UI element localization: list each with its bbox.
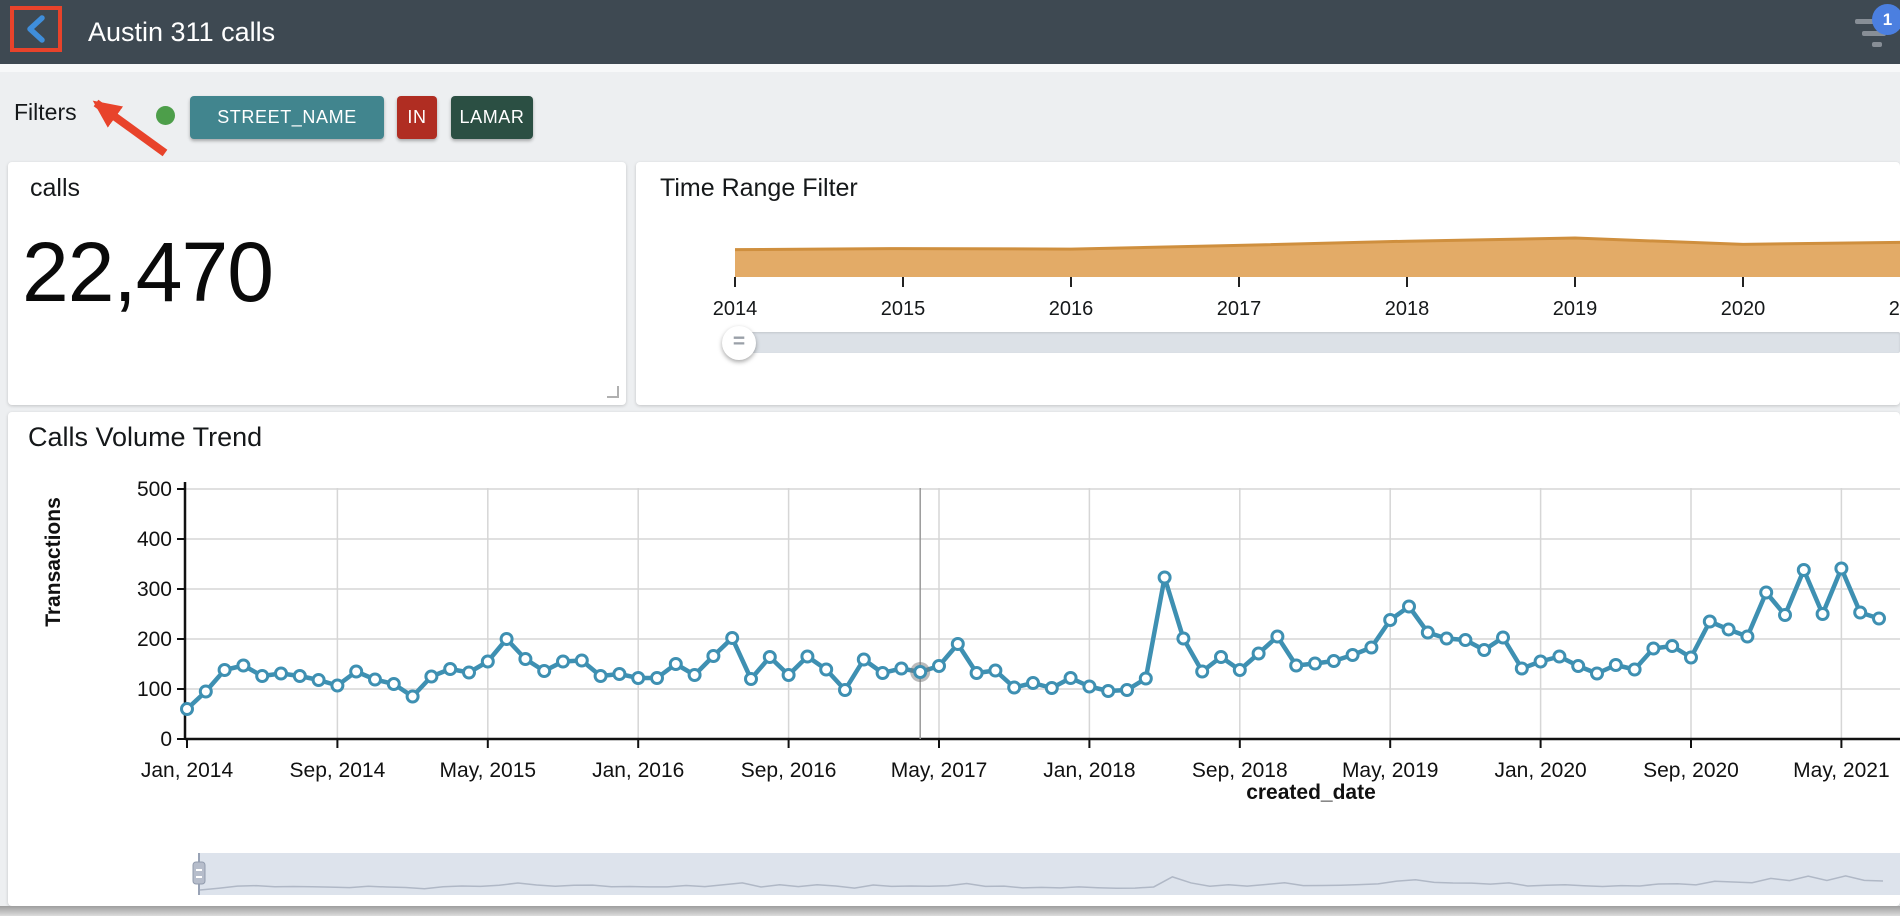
svg-text:Jan, 2016: Jan, 2016 xyxy=(592,759,684,782)
svg-text:400: 400 xyxy=(137,528,172,551)
svg-text:May, 2017: May, 2017 xyxy=(891,759,988,782)
svg-text:200: 200 xyxy=(137,628,172,651)
filter-lines-icon xyxy=(1872,42,1882,47)
svg-text:2014: 2014 xyxy=(713,298,758,320)
svg-text:Jan, 2018: Jan, 2018 xyxy=(1043,759,1135,782)
filters-label: Filters xyxy=(14,99,77,125)
calls-metric-card: calls 22,470 xyxy=(8,162,626,405)
svg-text:2018: 2018 xyxy=(1385,298,1430,320)
resize-handle-icon[interactable] xyxy=(607,386,619,398)
svg-text:2015: 2015 xyxy=(881,298,926,320)
time-range-slider-handle[interactable]: = xyxy=(722,326,756,360)
svg-text:May, 2019: May, 2019 xyxy=(1342,759,1439,782)
time-area-series xyxy=(735,238,1900,277)
svg-text:300: 300 xyxy=(137,578,172,601)
x-axis-title: created_date xyxy=(1246,781,1376,804)
filter-chip-value[interactable]: LAMAR xyxy=(451,96,533,139)
svg-text:100: 100 xyxy=(137,678,172,701)
trend-point-markers xyxy=(180,561,1886,716)
svg-text:2016: 2016 xyxy=(1049,298,1094,320)
brush-minimap-series xyxy=(199,875,1884,891)
svg-text:500: 500 xyxy=(137,478,172,501)
svg-text:0: 0 xyxy=(160,728,172,751)
filter-lines-icon xyxy=(1862,31,1886,36)
filter-chip-column[interactable]: STREET_NAME xyxy=(190,96,384,139)
metric-value: 22,470 xyxy=(22,225,274,319)
page-title: Austin 311 calls xyxy=(88,17,276,47)
svg-text:2021: 2021 xyxy=(1889,298,1900,320)
trend-brush-handle[interactable] xyxy=(192,853,206,895)
filter-lines-icon xyxy=(1855,19,1886,24)
svg-text:2019: 2019 xyxy=(1553,298,1598,320)
calls-volume-trend-chart[interactable]: 0 100 200 300 400 500 Jan, 2014 Sep, 2014 May, 2… xyxy=(8,412,1900,906)
svg-text:2020: 2020 xyxy=(1721,298,1766,320)
time-range-chart[interactable]: 2014 2015 2016 2017 2018 2019 2020 2021 xyxy=(636,162,1900,405)
svg-text:Sep, 2016: Sep, 2016 xyxy=(741,759,837,782)
svg-text:May, 2015: May, 2015 xyxy=(440,759,537,782)
svg-text:May, 2021: May, 2021 xyxy=(1793,759,1890,782)
time-x-axis: 2014 2015 2016 2017 2018 2019 2020 2021 xyxy=(713,277,1900,320)
svg-text:Sep, 2014: Sep, 2014 xyxy=(290,759,386,782)
svg-text:Sep, 2020: Sep, 2020 xyxy=(1643,759,1739,782)
header-divider xyxy=(0,64,1900,72)
filter-chip-operator[interactable]: IN xyxy=(397,96,437,139)
metric-title: calls xyxy=(30,174,81,202)
svg-text:Jan, 2020: Jan, 2020 xyxy=(1494,759,1586,782)
y-axis-title: Transactions xyxy=(42,497,65,627)
time-range-filter-card: 2014 2015 2016 2017 2018 2019 2020 2021 Time Ra… xyxy=(636,162,1900,405)
svg-text:Sep, 2018: Sep, 2018 xyxy=(1192,759,1288,782)
time-range-slider-track[interactable] xyxy=(740,332,1900,353)
chevron-left-icon xyxy=(27,15,45,43)
chart-title: Calls Volume Trend xyxy=(28,422,263,452)
filter-scope-dot-icon xyxy=(156,106,175,125)
active-filters-indicator[interactable] xyxy=(1840,10,1900,56)
back-button[interactable] xyxy=(10,6,62,52)
app-header: Austin 311 calls 1 xyxy=(0,0,1900,64)
filter-count-badge: 1 xyxy=(1872,4,1900,35)
chart-title: Time Range Filter xyxy=(660,174,858,202)
calls-volume-trend-card: 0 100 200 300 400 500 Jan, 2014 Sep, 2014 May, 2… xyxy=(8,412,1900,906)
svg-text:2017: 2017 xyxy=(1217,298,1262,320)
svg-text:Jan, 2014: Jan, 2014 xyxy=(141,759,234,782)
trend-axes: 0 100 200 300 400 500 Jan, 2014 Sep, 2014 May, 2… xyxy=(137,478,1900,782)
horizontal-scrollbar[interactable] xyxy=(0,906,1900,916)
trend-brush-track[interactable] xyxy=(200,853,1900,895)
trend-grid xyxy=(185,488,1900,739)
